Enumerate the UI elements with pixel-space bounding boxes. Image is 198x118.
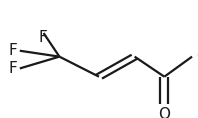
Text: F: F [38, 30, 47, 45]
Text: F: F [8, 43, 17, 58]
Text: O: O [158, 107, 170, 118]
Text: F: F [8, 61, 17, 76]
Text: OH: OH [196, 49, 198, 64]
